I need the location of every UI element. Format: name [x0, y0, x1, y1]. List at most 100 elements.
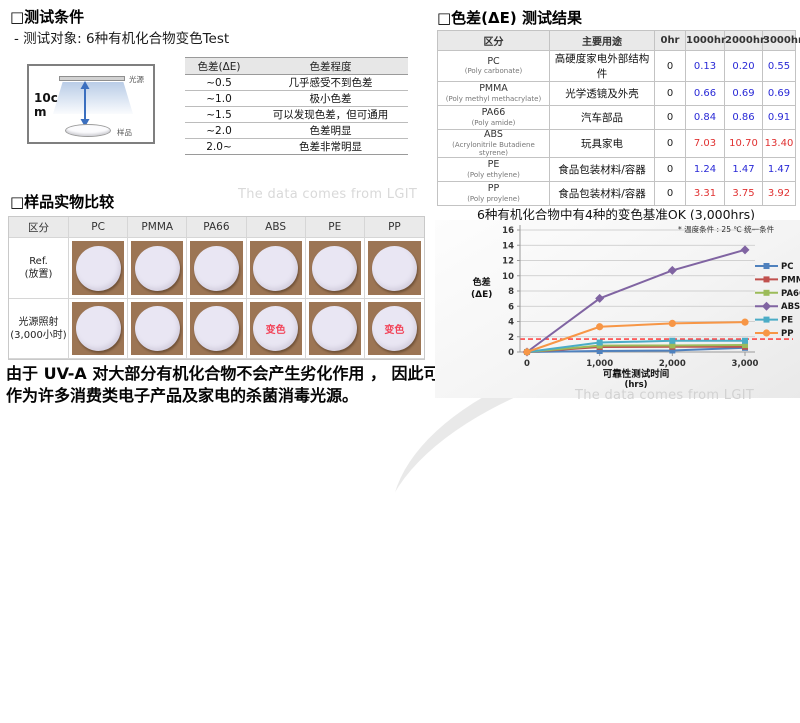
sample-photo-cell-pc-row0 [69, 238, 129, 299]
sample-disc [193, 245, 239, 291]
conclusion-text: 由于 UV-A 对大部分有机化合物不会产生劣化作用 ， 因此可作为许多消费类电子… [6, 364, 440, 406]
scale-table-row: ~2.0 色差明显 [185, 122, 408, 139]
sample-photo-cell-pe-row1 [305, 299, 365, 359]
results-header-2: 0hr [654, 30, 686, 51]
results-value-cell-1000hr: 0.66 [685, 81, 725, 106]
results-header-1: 主要用途 [549, 30, 655, 51]
scale-desc-cell: 色差非常明显 [253, 138, 408, 155]
sample-photo [308, 302, 361, 355]
results-value-cell-1000hr: 7.03 [685, 128, 725, 159]
sample-table-header-pc: PC [69, 217, 129, 238]
watermark-right: The data comes from LGIT [575, 388, 755, 403]
sample-photo-cell-abs-row1: 变色 [246, 299, 306, 359]
sample-photo [72, 302, 125, 355]
results-material-cell: PA66 (Poly amide) [437, 105, 550, 130]
sample-dish-shape [65, 124, 111, 137]
scale-range-cell: 2.0~ [185, 138, 253, 155]
series-line-pc [526, 346, 746, 353]
ytick-label-8: 8 [508, 287, 514, 297]
ytick-label-10: 10 [502, 272, 514, 282]
results-0hr-cell: 0 [654, 181, 686, 207]
legend-marker-pc [763, 263, 770, 269]
xtick-label-2000: 2,000 [659, 359, 686, 369]
sample-row-label-line2: (3,000小时) [10, 329, 67, 341]
light-source-bar [59, 76, 125, 81]
results-value-cell-3000hr: 3.92 [762, 181, 796, 207]
sample-disc [75, 306, 121, 351]
chart-x-axis-label-line2: (hrs) [624, 380, 648, 391]
results-value-cell-3000hr: 0.55 [762, 50, 796, 82]
sample-photo [367, 241, 421, 295]
scale-header-range: 色差(ΔE) [185, 57, 253, 75]
xtick-label-0: 0 [524, 359, 530, 369]
scale-range-cell: ~1.0 [185, 90, 253, 107]
sample-table-header-pp: PP [364, 217, 424, 238]
results-row-pa66: PA66 (Poly amide) 汽车部品 0 0.84 0.86 0.91 [437, 105, 796, 130]
series-marker-pe [596, 339, 603, 346]
scale-desc-cell: 极小色差 [253, 90, 408, 107]
results-application-cell: 汽车部品 [549, 105, 655, 130]
results-0hr-cell: 0 [654, 50, 686, 82]
sample-disc [193, 306, 239, 351]
series-marker-pe [742, 337, 748, 344]
sample-table-header-pmma: PMMA [128, 217, 188, 238]
legend-label-pc: PC [781, 262, 793, 272]
results-value-cell-3000hr: 1.47 [762, 157, 796, 183]
scale-desc-cell: 色差明显 [253, 122, 408, 139]
results-value-cell-2000hr: 10.70 [724, 128, 763, 159]
results-0hr-cell: 0 [654, 105, 686, 130]
sample-table-header-abs: ABS [246, 217, 306, 238]
series-line-pe [526, 339, 745, 353]
results-value-cell-2000hr: 0.86 [724, 105, 763, 130]
ytick-label-2: 2 [508, 333, 514, 343]
light-beam-shape [53, 82, 133, 114]
sample-disc: 变色 [253, 306, 299, 351]
chart-annotation: * 温度条件 : 25 ℃ 统一条件 [678, 225, 775, 234]
sample-photo-cell-pp-row0 [364, 238, 424, 299]
chart-y-axis-label: 色差 (ΔE) [471, 278, 492, 301]
legend-marker-pp [762, 329, 771, 337]
sample-disc [134, 306, 180, 351]
distance-label: 10cm [34, 91, 58, 119]
sample-row-label-line1: Ref. [29, 256, 48, 267]
results-header-5: 3000hr [762, 30, 800, 51]
scale-table-row: ~1.5 可以发现色差，但可通用 [185, 106, 408, 123]
sample-disc [134, 245, 180, 291]
sample-photo [249, 241, 302, 295]
series-marker-abs [595, 293, 605, 303]
scale-desc-cell: 几乎感受不到色差 [253, 74, 408, 91]
results-header-4: 2000hr [724, 30, 765, 51]
legend-label-abs: ABS [781, 302, 800, 312]
results-0hr-cell: 0 [654, 157, 686, 183]
sample-photo-cell-pmma-row1 [128, 299, 188, 359]
discolor-label: 变色 [384, 325, 405, 336]
sample-photo [190, 302, 243, 355]
results-application-cell: 食品包装材料/容器 [549, 157, 655, 183]
sample-photo [72, 241, 125, 295]
series-marker-abs [740, 245, 750, 255]
legend-label-pa66: PA66 [781, 289, 800, 299]
results-row-pmma: PMMA (Poly methyl methacrylate) 光学透镜及外壳 0 0.… [437, 81, 796, 106]
legend-marker-abs [762, 301, 771, 311]
series-marker-pp [523, 348, 531, 356]
sample-photo [131, 302, 184, 355]
legend-marker-pa66 [763, 289, 770, 296]
test-object-subtitle: - 测试对象: 6种有机化合物变色Test [14, 31, 230, 47]
sample-photo-cell-pp-row1: 变色 [364, 299, 424, 359]
watermark-left: The data comes from LGIT [238, 187, 418, 202]
chart-x-axis-label-line1: 可靠性测试时间 [602, 369, 670, 380]
series-marker-abs [667, 265, 677, 275]
series-marker-pa66 [742, 342, 748, 349]
series-marker-pe [669, 337, 676, 344]
results-material-fullname: (Poly proylene) [467, 194, 520, 203]
results-0hr-cell: 0 [654, 81, 686, 106]
results-material-fullname: (Poly ethylene) [467, 170, 520, 179]
sample-row-label: 光源照射 (3,000小时) [9, 299, 69, 359]
series-marker-pp [596, 323, 604, 331]
sample-photo-cell-pc-row1 [69, 299, 129, 359]
xtick-label-3000: 3,000 [732, 359, 759, 369]
delta-e-results-table: 区分 主要用途 0hr 1000hr 2000hr 3000hr PC (Poly carb… [437, 30, 800, 207]
results-value-cell-3000hr: 0.69 [762, 81, 796, 106]
scale-table-row: ~0.5 几乎感受不到色差 [185, 74, 408, 91]
delta-e-scale-table: 色差(ΔE) 色差程度 ~0.5 几乎感受不到色差 ~1.0 极小色差 ~1.5 可以发现… [185, 57, 408, 155]
